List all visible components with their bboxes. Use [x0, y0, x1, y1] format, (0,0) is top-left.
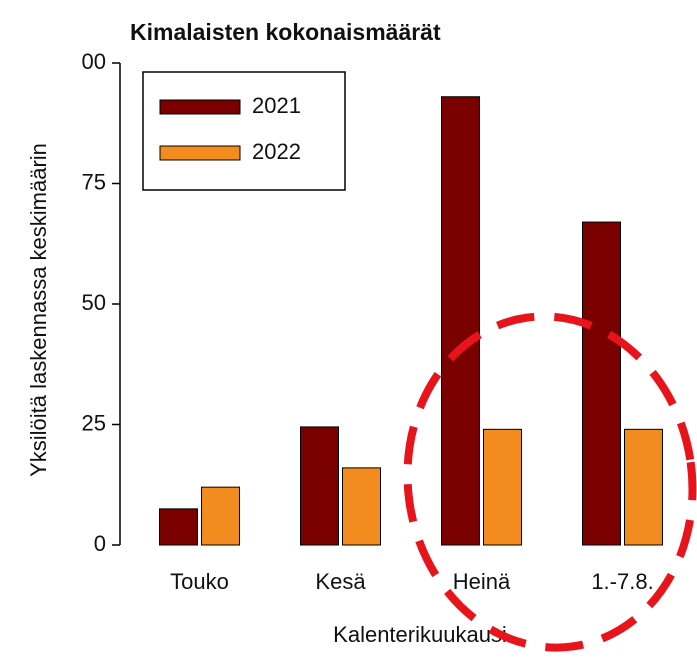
bar [159, 508, 198, 546]
bar [201, 486, 240, 546]
x-tick-label: Heinä [453, 569, 511, 594]
x-tick-label: Kesä [315, 569, 366, 594]
bar [582, 221, 621, 546]
y-tick-label: 25 [82, 410, 106, 435]
y-tick-label: 00 [82, 49, 106, 74]
chart-title: Kimalaisten kokonaismäärät [130, 19, 441, 45]
y-tick-label: 50 [82, 290, 106, 315]
bar [483, 428, 522, 546]
bar [441, 96, 480, 546]
y-axis-label: Yksilöitä laskennassa keskimäärin [26, 143, 51, 477]
legend-label: 2022 [252, 139, 301, 164]
legend-swatch [159, 99, 241, 115]
bar [342, 467, 381, 546]
bar [300, 426, 339, 546]
y-tick-label: 0 [94, 531, 106, 556]
bar [624, 428, 663, 546]
y-tick-label: 75 [82, 169, 106, 194]
x-tick-label: 1.-7.8. [591, 569, 653, 594]
legend-label: 2021 [252, 93, 301, 118]
legend-box [142, 71, 346, 191]
plot: 0 25 50 75 00 Touko Kesä Heinä 1.-7.8. 2021 2022 [82, 49, 663, 594]
x-tick-label: Touko [170, 569, 229, 594]
highlight-annotation [403, 312, 697, 652]
legend-swatch [159, 145, 241, 161]
x-axis-label: Kalenterikuukausi [333, 622, 507, 647]
